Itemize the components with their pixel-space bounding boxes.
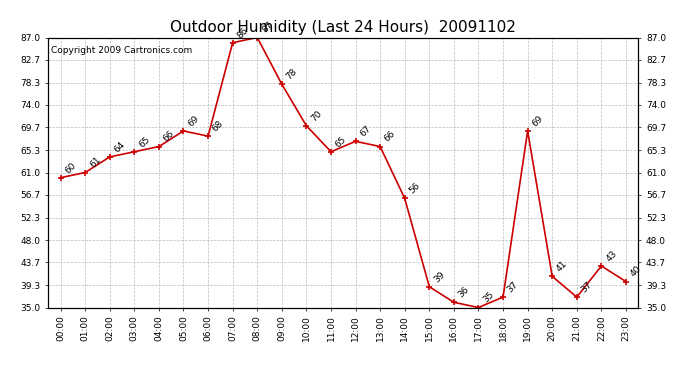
Text: 64: 64 <box>112 140 127 154</box>
Text: 65: 65 <box>137 135 152 149</box>
Text: 67: 67 <box>358 124 373 139</box>
Text: Copyright 2009 Cartronics.com: Copyright 2009 Cartronics.com <box>51 46 193 55</box>
Text: 41: 41 <box>555 259 569 274</box>
Text: 68: 68 <box>211 119 226 134</box>
Title: Outdoor Humidity (Last 24 Hours)  20091102: Outdoor Humidity (Last 24 Hours) 2009110… <box>170 20 516 35</box>
Text: 37: 37 <box>506 280 520 294</box>
Text: 37: 37 <box>580 280 594 294</box>
Text: 61: 61 <box>88 155 102 170</box>
Text: 40: 40 <box>629 264 643 279</box>
Text: 78: 78 <box>284 67 299 81</box>
Text: 43: 43 <box>604 249 618 263</box>
Text: 70: 70 <box>309 108 324 123</box>
Text: 60: 60 <box>63 160 78 175</box>
Text: 65: 65 <box>334 135 348 149</box>
Text: 69: 69 <box>531 114 545 128</box>
Text: 56: 56 <box>408 181 422 196</box>
Text: 69: 69 <box>186 114 201 128</box>
Text: 66: 66 <box>383 129 397 144</box>
Text: 35: 35 <box>481 290 495 305</box>
Text: 86: 86 <box>235 26 250 40</box>
Text: 66: 66 <box>161 129 176 144</box>
Text: 87: 87 <box>260 20 275 35</box>
Text: 39: 39 <box>432 270 446 284</box>
Text: 36: 36 <box>457 285 471 300</box>
